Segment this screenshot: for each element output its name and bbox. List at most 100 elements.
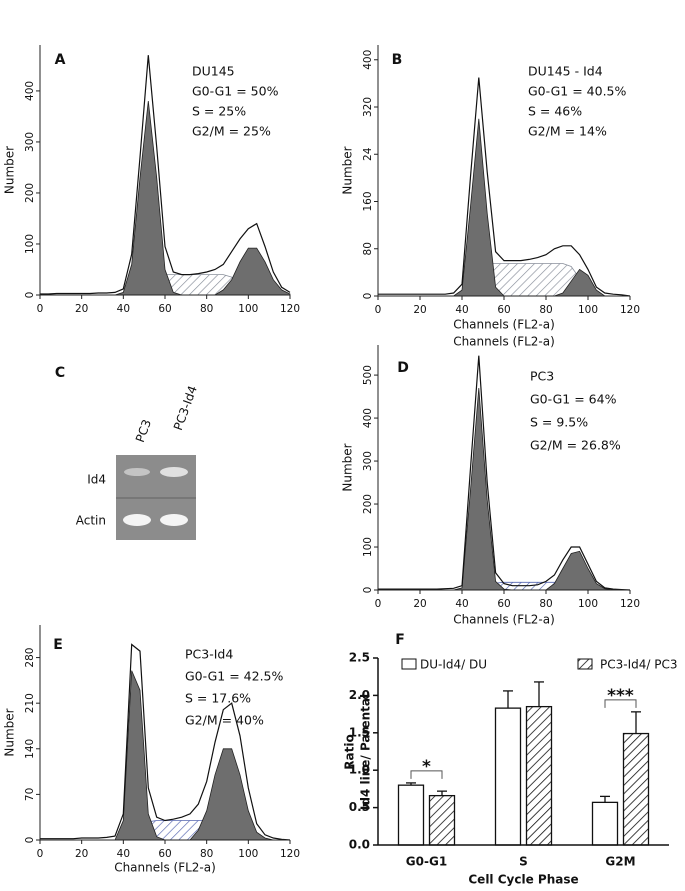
- panel-label: D: [397, 360, 409, 376]
- y-tick-label: 0.5: [349, 800, 370, 814]
- y-tick-label: 0: [24, 292, 36, 299]
- legend-swatch: [401, 658, 417, 670]
- y-tick-label: 200: [362, 494, 374, 514]
- x-tick-label: 100: [578, 304, 598, 316]
- x-tick-label: 80: [200, 303, 213, 315]
- x-tick-label: 20: [413, 598, 426, 610]
- x-tick-label: 0: [375, 304, 382, 316]
- x-tick-label: 0: [375, 598, 382, 610]
- y-tick-label: 1.0: [349, 763, 370, 777]
- filled-area: [40, 670, 290, 841]
- panel-label: B: [392, 52, 403, 68]
- annotation: G0-G1 = 50%: [192, 84, 279, 99]
- y-tick-label: 24: [362, 147, 374, 161]
- gel-band: [160, 514, 188, 526]
- y-axis-label: Number: [341, 443, 355, 491]
- significance-label: ***: [607, 686, 634, 706]
- gel-band: [123, 514, 151, 526]
- x-axis-label: Cell Cycle Phase: [468, 873, 578, 887]
- error-bar: [503, 690, 513, 709]
- annotation: G2/M = 26.8%: [530, 438, 621, 453]
- annotation: G2/M = 40%: [185, 713, 264, 728]
- x-tick-label: 60: [497, 598, 510, 610]
- x-tick-label: 20: [413, 304, 426, 316]
- histogram-line: [378, 77, 631, 297]
- x-tick-label: 20: [75, 848, 88, 860]
- y-tick-label: 100: [362, 537, 374, 557]
- annotation: PC3-Id4: [185, 647, 233, 662]
- bar: [494, 707, 522, 846]
- x-tick-label: G2M: [605, 855, 635, 869]
- band-label: Actin: [76, 514, 106, 528]
- histogram-line: [40, 643, 291, 841]
- bar: [525, 705, 553, 846]
- significance-bracket: [410, 770, 443, 779]
- x-axis-label: Channels (FL2-a): [453, 335, 555, 349]
- y-axis-label: Id4 line/ Parental: [359, 694, 373, 810]
- x-axis-label: Channels (FL2-a): [453, 613, 555, 627]
- y-tick-label: 400: [362, 408, 374, 428]
- lane-label: PC3-Id4: [171, 384, 200, 432]
- significance-label: *: [422, 757, 431, 777]
- annotation: G0-G1 = 42.5%: [185, 669, 283, 684]
- annotation: G0-G1 = 64%: [530, 392, 617, 407]
- x-tick-label: 0: [37, 848, 44, 860]
- panel-label: A: [55, 52, 66, 68]
- x-tick-label: 40: [455, 598, 468, 610]
- x-tick-label: 0: [37, 303, 44, 315]
- y-tick-label: 280: [24, 648, 36, 668]
- y-tick-label: 500: [362, 365, 374, 385]
- x-tick-label: 100: [238, 303, 258, 315]
- y-axis-label: Number: [3, 146, 17, 194]
- x-tick-label: 100: [238, 848, 258, 860]
- error-bar: [534, 681, 544, 707]
- x-tick-label: 20: [75, 303, 88, 315]
- significance-bracket: [604, 699, 637, 708]
- y-tick-label: 80: [362, 242, 374, 255]
- y-tick-label: 1.5: [349, 725, 370, 739]
- bar: [428, 794, 456, 846]
- x-axis-label: Channels (FL2-a): [114, 861, 216, 875]
- y-tick-label: 0: [362, 587, 374, 594]
- x-tick-label: 40: [117, 848, 130, 860]
- panel-label: E: [53, 637, 63, 653]
- y-tick-label: 0: [362, 293, 374, 300]
- y-tick-label: 140: [24, 739, 36, 759]
- x-tick-label: 60: [158, 848, 171, 860]
- histogram-line: [40, 55, 291, 295]
- y-tick-label: 210: [24, 693, 36, 713]
- x-tick-label: G0-G1: [406, 855, 447, 869]
- error-bar: [631, 711, 641, 734]
- gel-panel: [116, 455, 196, 540]
- x-tick-label: 80: [200, 848, 213, 860]
- filled-area: [378, 387, 630, 591]
- x-tick-label: 60: [497, 304, 510, 316]
- y-tick-label: 160: [362, 191, 374, 211]
- x-tick-label: 80: [539, 598, 552, 610]
- panel-label: C: [55, 365, 65, 381]
- y-axis-label: Number: [3, 708, 17, 756]
- bar: [397, 784, 425, 846]
- annotation: DU145: [192, 64, 235, 79]
- annotation: G2/M = 14%: [528, 124, 607, 139]
- legend-label: DU-Id4/ DU: [420, 658, 487, 672]
- legend-label: PC3-Id4/ PC3: [600, 658, 677, 672]
- bar: [591, 801, 619, 846]
- y-tick-label: 0: [24, 837, 36, 844]
- annotation: G2/M = 25%: [192, 124, 271, 139]
- error-bar: [600, 795, 610, 803]
- y-axis-label: Number: [341, 146, 355, 194]
- y-tick-label: 0.0: [349, 838, 370, 852]
- x-axis-label: Channels (FL2-a): [453, 318, 555, 332]
- legend-swatch: [577, 658, 593, 670]
- annotation: DU145 - Id4: [528, 64, 603, 79]
- gel-band: [124, 468, 150, 476]
- x-tick-label: 120: [620, 598, 640, 610]
- y-tick-label: 100: [24, 234, 36, 254]
- bar: [622, 732, 650, 846]
- lane-label: PC3: [133, 418, 154, 445]
- x-tick-label: 100: [578, 598, 598, 610]
- band-label: Id4: [87, 473, 106, 487]
